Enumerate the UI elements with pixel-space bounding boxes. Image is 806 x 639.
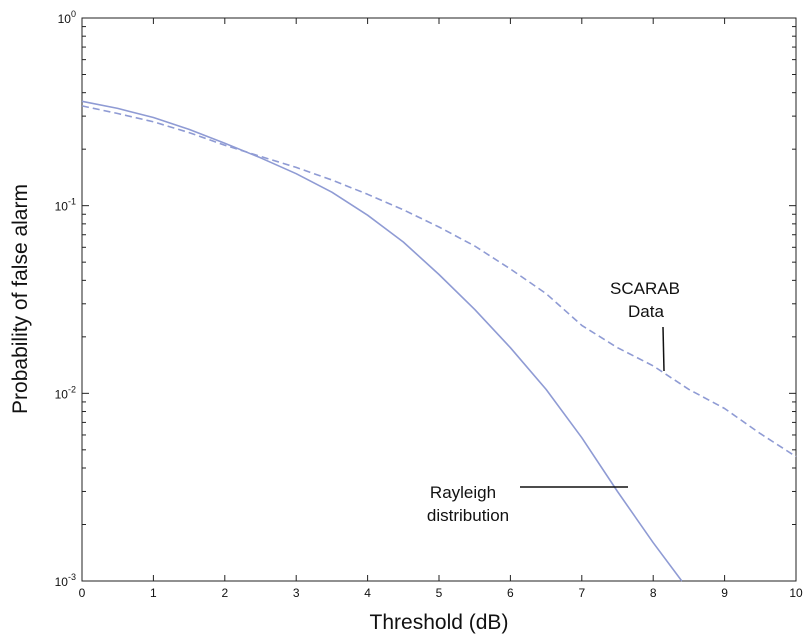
x-tick-label: 7 — [578, 586, 585, 600]
x-axis-label: Threshold (dB) — [370, 611, 509, 634]
annotation-scarab-line2: Data — [628, 302, 664, 321]
x-tick-label: 5 — [436, 586, 443, 600]
annotation-rayleigh-line2: distribution — [427, 506, 509, 525]
x-tick-label: 6 — [507, 586, 514, 600]
series-layer — [81, 100, 797, 582]
x-tick-label: 8 — [650, 586, 657, 600]
x-tick-label: 4 — [364, 586, 371, 600]
x-tick-label: 2 — [221, 586, 228, 600]
y-tick-label: 10-2 — [55, 384, 76, 401]
y-tick-label: 10-3 — [55, 572, 76, 589]
annotation-scarab-pointer — [662, 326, 665, 372]
series-line-scarab — [81, 105, 797, 458]
x-tick-label: 0 — [79, 586, 86, 600]
x-tick-label: 10 — [789, 586, 803, 600]
y-axis-label: Probability of false alarm — [9, 184, 32, 414]
axis-ticks: 0 1 2 3 4 5 6 7 8 9 10 10-3 10-2 10-1 100 — [55, 9, 803, 600]
y-tick-label: 100 — [58, 9, 76, 26]
annotation-scarab-line1: SCARAB — [610, 279, 680, 298]
x-tick-label: 3 — [293, 586, 300, 600]
series-line-rayleigh — [81, 100, 683, 582]
annotation-rayleigh-line1: Rayleigh — [430, 483, 496, 502]
x-tick-label: 9 — [721, 586, 728, 600]
x-tick-label: 1 — [150, 586, 157, 600]
y-tick-label: 10-1 — [55, 197, 76, 214]
